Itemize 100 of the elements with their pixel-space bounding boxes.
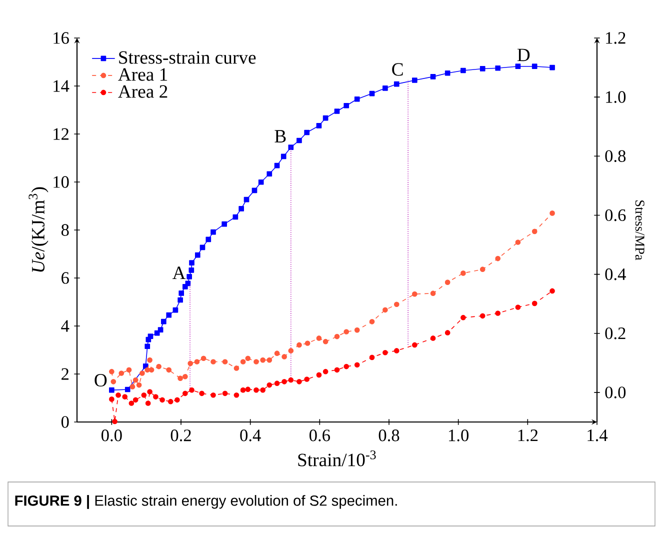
annotation: A — [172, 266, 186, 280]
point — [136, 382, 142, 388]
point — [161, 318, 166, 324]
point — [189, 387, 194, 393]
point — [280, 154, 286, 160]
annotation: O — [94, 374, 107, 387]
text: FIGURE 9 | Elastic strain energy evolution of S2 specimen. — [15, 495, 397, 509]
point — [382, 86, 388, 91]
point — [430, 290, 436, 296]
point — [210, 392, 216, 398]
y2-axis-title: Stress/MPa — [635, 200, 644, 260]
point — [147, 357, 152, 363]
point — [182, 374, 188, 380]
x-tick-label: 1.0 — [449, 430, 469, 442]
point — [109, 387, 114, 393]
point — [304, 340, 310, 346]
y2-tick-label: 0.6 — [605, 209, 626, 222]
point — [254, 359, 259, 364]
point — [322, 338, 328, 344]
point — [160, 397, 165, 403]
point — [258, 179, 264, 185]
point — [240, 387, 246, 393]
point — [316, 123, 322, 128]
point — [344, 364, 350, 370]
point — [296, 342, 302, 348]
x-tick-label: 1.4 — [588, 430, 608, 442]
point — [188, 360, 194, 366]
point — [304, 376, 310, 382]
point — [515, 304, 521, 310]
point — [316, 336, 322, 341]
point — [288, 348, 294, 354]
y-axis-title: Ue/(KJ/m$^{3}$) — [28, 187, 48, 272]
point — [460, 68, 466, 74]
y-tick-label: 8 — [61, 224, 69, 236]
point — [412, 291, 418, 297]
point — [172, 307, 178, 313]
point — [274, 162, 280, 168]
point — [244, 196, 250, 202]
point — [296, 138, 302, 144]
point — [282, 354, 287, 360]
point — [109, 396, 114, 402]
point — [200, 244, 206, 250]
point — [460, 314, 466, 320]
point — [444, 70, 450, 76]
point — [124, 386, 130, 392]
point — [141, 392, 147, 398]
point — [174, 397, 180, 403]
point — [495, 310, 501, 316]
point — [260, 357, 266, 363]
point — [178, 290, 184, 296]
point — [282, 379, 287, 384]
point — [354, 327, 360, 333]
x-tick-label: 1.2 — [518, 430, 538, 442]
point — [112, 418, 118, 424]
point — [189, 260, 194, 266]
point — [126, 367, 132, 373]
point — [334, 334, 340, 340]
annotation: B — [274, 130, 286, 142]
point — [178, 376, 183, 381]
annotation: D — [517, 48, 530, 62]
y-tick-label: 0 — [61, 416, 69, 428]
point — [210, 229, 216, 235]
y-tick-label: 10 — [54, 176, 69, 188]
legend-label: Stress-strain curve — [119, 51, 256, 64]
point — [254, 387, 259, 393]
point — [274, 380, 280, 386]
point — [304, 130, 310, 136]
point — [354, 362, 360, 368]
point — [168, 398, 174, 404]
point — [206, 236, 212, 242]
point — [232, 214, 238, 220]
point — [188, 267, 194, 273]
point — [480, 313, 486, 319]
point — [322, 115, 328, 121]
point — [245, 386, 251, 392]
point — [515, 240, 521, 245]
point — [369, 90, 375, 96]
point — [109, 368, 114, 374]
point — [288, 144, 294, 150]
point — [515, 64, 521, 70]
point — [550, 210, 555, 216]
point — [182, 390, 188, 396]
point — [153, 394, 158, 400]
point — [222, 221, 228, 227]
point — [316, 372, 322, 378]
point — [266, 171, 272, 177]
x-tick-label: 0.8 — [378, 430, 400, 442]
point — [412, 78, 418, 83]
y-tick-label: 4 — [61, 320, 70, 332]
point — [274, 350, 280, 356]
point — [382, 350, 388, 356]
point — [430, 336, 436, 341]
x-tick-label: 0.0 — [102, 430, 122, 442]
y-tick-label: 12 — [54, 128, 68, 140]
point — [495, 65, 501, 71]
point — [344, 102, 350, 108]
point — [369, 354, 375, 360]
x-tick-label: 0.6 — [310, 430, 330, 442]
y-tick-label: 2 — [62, 368, 68, 380]
point — [234, 392, 240, 398]
